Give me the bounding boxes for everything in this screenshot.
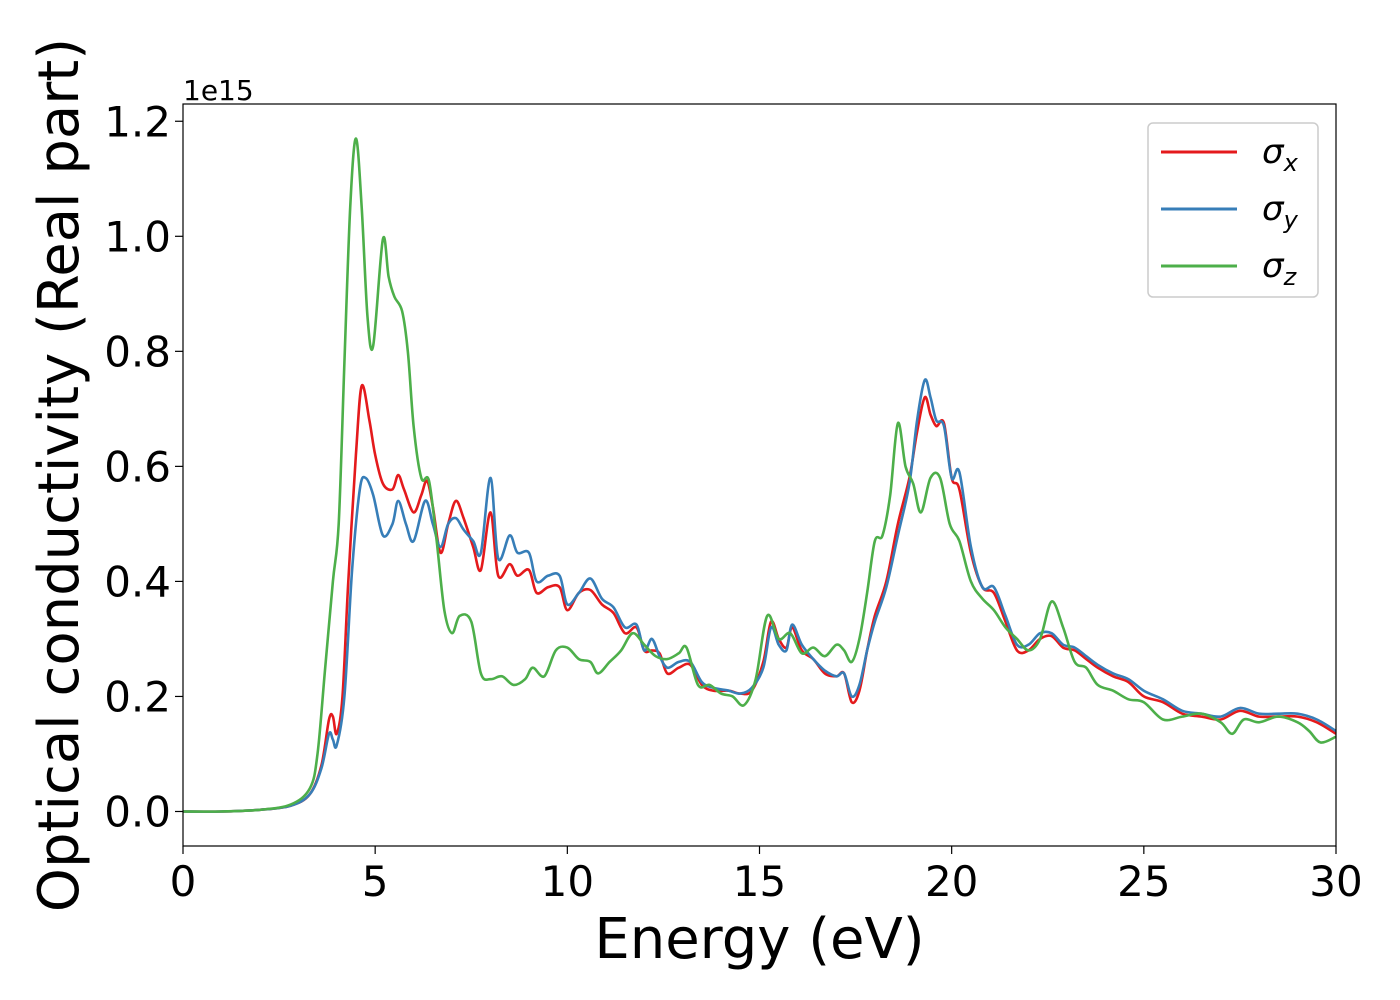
legend-label-y: σy (1262, 189, 1299, 234)
x-axis-title: Energy (eV) (594, 907, 924, 972)
y-axis: 0.0 0.2 0.4 0.6 0.8 1.0 1.2 (104, 97, 183, 836)
x-tick-label: 0 (170, 857, 197, 906)
y-axis-title: Optical conductivity (Real part) (27, 38, 92, 912)
x-tick-label: 25 (1117, 857, 1170, 906)
legend-label-z: σz (1262, 246, 1298, 291)
x-tick-label: 10 (541, 857, 594, 906)
y-tick-label: 0.4 (104, 557, 171, 606)
x-tick-label: 30 (1309, 857, 1362, 906)
y-tick-label: 1.2 (104, 97, 171, 146)
series-line-z (182, 137, 1337, 813)
x-axis: 0 5 10 15 20 25 30 (170, 846, 1363, 906)
y-tick-label: 0.0 (104, 787, 171, 836)
series-layer (182, 137, 1337, 813)
y-tick-label: 0.6 (104, 442, 171, 491)
x-tick-label: 20 (925, 857, 978, 906)
series-line-x (182, 383, 1337, 813)
y-tick-label: 0.8 (104, 327, 171, 376)
legend: σx σy σz (1147, 122, 1319, 298)
x-tick-label: 15 (733, 857, 786, 906)
y-tick-label: 0.2 (104, 672, 171, 721)
plot-background (183, 104, 1336, 846)
series-line-y (182, 378, 1337, 813)
y-tick-label: 1.0 (104, 212, 171, 261)
x-tick-label: 5 (362, 857, 389, 906)
legend-label-x: σx (1262, 132, 1299, 177)
y-offset-label: 1e15 (183, 74, 254, 107)
